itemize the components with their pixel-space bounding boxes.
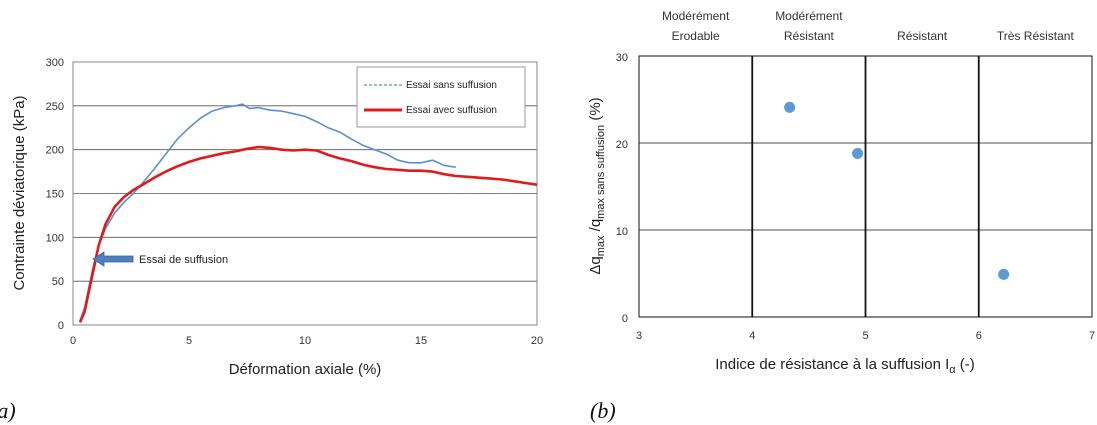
panel-label-b: (b) (590, 398, 616, 423)
chart-a-y-axis-title: Contrainte déviatorique (kPa) (11, 95, 28, 290)
chart-b-x-tick-label: 7 (1089, 330, 1095, 342)
chart-b: Modérément Erodable Modérément Résistant Rés… (587, 9, 1095, 423)
chart-a-y-tick-label: 50 (52, 276, 64, 288)
series-line-sans-suffusion (79, 103, 456, 321)
y-title-sub-max-sans: max sans suffusion (595, 125, 607, 219)
zone-label: Modérément Erodable (662, 9, 730, 43)
chart-b-x-tick-label: 5 (862, 330, 868, 342)
y-title-delta-q: Δq (587, 256, 604, 274)
chart-a: 0 50 100 150 200 250 300 0 5 10 15 20 Essai sans s… (0, 57, 543, 423)
annotation-label: Essai de suffusion (139, 254, 228, 266)
chart-b-gridlines (639, 56, 1092, 317)
zone-label: Modérément Résistant (775, 9, 843, 43)
y-title-sub-max: max (595, 235, 607, 256)
chart-a-legend-box (356, 66, 526, 128)
annotation-arrow-icon (92, 251, 134, 267)
chart-a-y-tick-label: 200 (46, 145, 64, 157)
zone-label-line: Très Résistant (997, 29, 1075, 43)
chart-b-y-tick-label: 10 (616, 226, 628, 238)
chart-a-y-tick-label: 0 (58, 320, 64, 332)
chart-a-legend: Essai sans suffusion Essai avec suffusio… (356, 66, 526, 128)
chart-b-y-axis-title: Δqmax /qmax sans suffusion (%) (587, 97, 607, 274)
chart-a-y-tick-labels: 0 50 100 150 200 250 300 (46, 57, 64, 332)
chart-a-y-tick-label: 100 (46, 232, 64, 244)
chart-a-x-tick-labels: 0 5 10 15 20 (70, 335, 543, 347)
chart-b-zone-labels: Modérément Erodable Modérément Résistant Rés… (662, 9, 1075, 43)
chart-b-y-tick-label: 30 (616, 52, 628, 64)
zone-label-line: Modérément (662, 9, 730, 23)
chart-a-plot-border (72, 61, 538, 326)
chart-b-x-tick-label: 4 (749, 330, 755, 342)
chart-b-x-tick-labels: 3 4 5 6 7 (636, 330, 1095, 342)
chart-b-x-axis-title-subscript: α (949, 364, 956, 376)
chart-a-annotation: Essai de suffusion (92, 251, 228, 267)
scatter-point (852, 147, 864, 159)
chart-a-gridlines (73, 105, 537, 282)
zone-label-line: Résistant (784, 29, 835, 43)
chart-a-y-tick-label: 150 (46, 189, 64, 201)
zone-label: Résistant (897, 29, 948, 43)
chart-b-x-axis-title-main: Indice de résistance à la suffusion I (715, 356, 949, 373)
legend-label-sans-suffusion: Essai sans suffusion (406, 80, 497, 91)
chart-a-x-tick-label: 20 (531, 335, 543, 347)
scatter-point (998, 268, 1010, 280)
chart-a-x-tick-label: 0 (70, 335, 76, 347)
chart-b-x-tick-label: 3 (636, 330, 642, 342)
chart-b-points (784, 101, 1010, 280)
zone-label-line: Modérément (775, 9, 843, 23)
chart-a-x-tick-label: 15 (415, 335, 427, 347)
y-title-unit: (%) (587, 97, 604, 125)
chart-b-x-axis-title: Indice de résistance à la suffusion Iα (… (715, 356, 975, 376)
chart-a-x-tick-label: 10 (299, 335, 311, 347)
zone-label: Très Résistant (997, 29, 1075, 43)
legend-label-avec-suffusion: Essai avec suffusion (406, 105, 497, 116)
zone-label-line: Erodable (672, 29, 720, 43)
chart-b-y-tick-label: 0 (622, 313, 628, 325)
chart-a-y-tick-label: 250 (46, 101, 64, 113)
y-title-q: /q (587, 219, 604, 236)
chart-a-x-tick-label: 5 (186, 335, 192, 347)
chart-b-y-tick-label: 20 (616, 139, 628, 151)
chart-b-x-tick-label: 6 (976, 330, 982, 342)
chart-b-x-axis-title-suffix: (-) (956, 356, 975, 373)
chart-b-y-tick-labels: 0 10 20 30 (616, 52, 628, 325)
panel-label-a: (a) (0, 398, 16, 423)
chart-a-series (78, 103, 538, 323)
zone-label-line: Résistant (897, 29, 948, 43)
scatter-point (784, 101, 796, 113)
chart-a-x-axis-title: Déformation axiale (%) (229, 361, 382, 378)
series-line-avec-suffusion (78, 145, 538, 323)
chart-a-y-tick-label: 300 (46, 57, 64, 69)
